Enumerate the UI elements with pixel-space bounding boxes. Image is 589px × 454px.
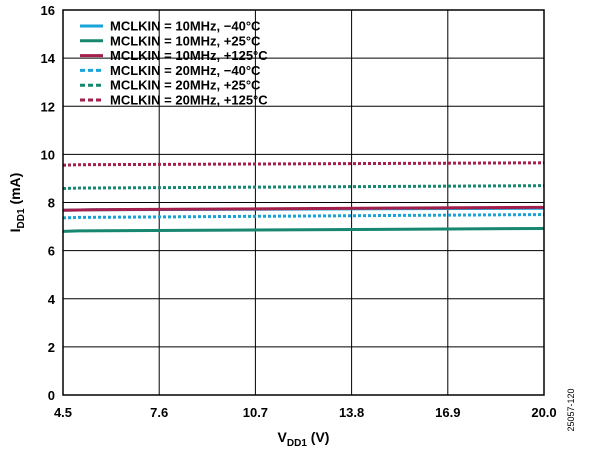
y-tick-label: 14 (41, 51, 56, 66)
y-tick-label: 12 (41, 99, 55, 114)
y-axis-label-unit: (mA) (7, 173, 23, 209)
series-line-3 (62, 213, 545, 220)
y-tick-label: 2 (48, 340, 55, 355)
y-tick-label: 8 (48, 196, 55, 211)
legend-label-4: MCLKIN = 20MHz, +25°C (110, 78, 261, 93)
y-tick-label: 6 (48, 244, 55, 259)
y-axis-label-main: I (7, 228, 23, 232)
x-tick-label: 16.9 (435, 405, 460, 420)
x-tick-labels: 4.5 7.6 10.7 13.8 16.9 20.0 (54, 405, 557, 420)
y-tick-labels: 0 2 4 6 8 10 12 14 16 (41, 3, 56, 403)
figure-id: 25057-120 (566, 388, 576, 431)
series-line-5 (62, 161, 545, 167)
legend-label-5: MCLKIN = 20MHz, +125°C (110, 93, 268, 108)
x-axis-label-subscript: DD1 (287, 438, 307, 449)
plot-frame (62, 9, 545, 396)
series-line-4 (62, 184, 545, 191)
y-tick-label: 4 (48, 292, 56, 307)
legend-label-3: MCLKIN = 20MHz, −40°C (110, 63, 261, 78)
x-tick-label: 10.7 (243, 405, 268, 420)
x-tick-label: 13.8 (339, 405, 364, 420)
legend-label-0: MCLKIN = 10MHz, −40°C (110, 19, 261, 34)
x-axis-label: VDD1 (V) (278, 429, 330, 449)
legend-label-2: MCLKIN = 10MHz, +125°C (110, 48, 268, 63)
y-tick-label: 10 (41, 147, 55, 162)
series-line-1 (62, 226, 545, 233)
y-axis-label: IDD1 (mA) (7, 173, 27, 233)
legend-label-1: MCLKIN = 10MHz, +25°C (110, 33, 261, 48)
x-tick-label: 4.5 (54, 405, 72, 420)
series-group (62, 161, 545, 233)
x-tick-label: 7.6 (150, 405, 168, 420)
y-tick-label: 16 (41, 3, 55, 18)
y-axis-label-subscript: DD1 (16, 208, 27, 228)
x-axis-label-main: V (278, 429, 288, 445)
series-line-2 (62, 205, 545, 212)
y-tick-label: 0 (48, 388, 55, 403)
x-axis-label-unit: (V) (307, 429, 330, 445)
x-tick-label: 20.0 (531, 405, 556, 420)
